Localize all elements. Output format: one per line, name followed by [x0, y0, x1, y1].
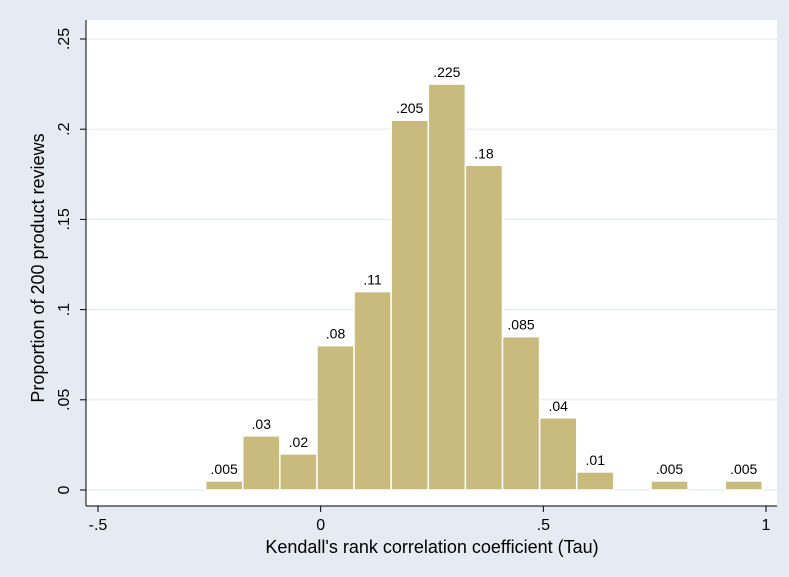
bar-value-label: .225 [433, 64, 460, 80]
x-axis-title: Kendall's rank correlation coefficient (… [265, 537, 598, 557]
bar-value-label: .01 [586, 452, 606, 468]
bar [316, 344, 355, 491]
bar [353, 290, 392, 491]
y-axis-title: Proportion of 200 product reviews [28, 133, 48, 402]
y-axis-ticks: 0 .05 .1 .15 .2 .25 [56, 28, 86, 494]
bar [575, 471, 615, 491]
x-tick-label: 0 [316, 517, 325, 534]
bar-value-label: .18 [474, 145, 494, 161]
y-tick-label: .1 [56, 303, 73, 316]
y-tick-label: 0 [56, 485, 73, 494]
bar-value-label: .02 [289, 434, 309, 450]
bar-value-label: .005 [730, 461, 757, 477]
bars [204, 83, 764, 491]
x-tick-label: -.5 [89, 517, 108, 534]
bar [390, 119, 430, 491]
y-tick-label: .25 [56, 28, 73, 50]
x-tick-label: 1 [762, 517, 771, 534]
y-tick-label: .2 [56, 122, 73, 135]
bar [650, 480, 689, 491]
bar-labels: .005 .03 .02 .08 .11 .205 .225 .18 .085 .04 .01 .00… [211, 64, 758, 477]
bar-value-label: .005 [656, 461, 683, 477]
bar [501, 335, 541, 491]
bar-value-label: .005 [211, 461, 238, 477]
x-tick-label: .5 [537, 517, 550, 534]
bar [279, 453, 318, 491]
bar [241, 435, 281, 491]
bar [427, 83, 467, 491]
x-axis-ticks: -.5 0 .5 1 [89, 506, 771, 534]
bar-value-label: .04 [548, 398, 568, 414]
bar-value-label: .11 [363, 272, 382, 288]
bar [204, 480, 244, 491]
bar-value-label: .085 [507, 317, 534, 333]
bar [724, 480, 764, 491]
bar [464, 164, 504, 491]
bar-value-label: .03 [252, 416, 272, 432]
bar [538, 417, 578, 491]
y-tick-label: .15 [56, 208, 73, 230]
bar-value-label: .205 [396, 100, 423, 116]
y-tick-label: .05 [56, 389, 73, 411]
bar-value-label: .08 [326, 326, 346, 342]
